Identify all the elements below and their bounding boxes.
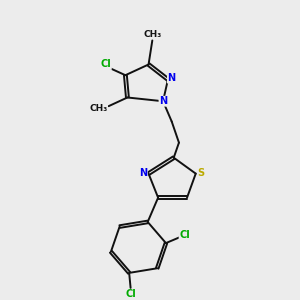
Text: Cl: Cl [100,59,111,70]
Text: Cl: Cl [179,230,190,240]
Text: CH₃: CH₃ [89,104,108,113]
Text: CH₃: CH₃ [143,30,161,39]
Text: Cl: Cl [125,289,136,299]
Text: N: N [159,96,167,106]
Text: N: N [139,168,147,178]
Text: N: N [167,73,175,83]
Text: S: S [197,168,205,178]
